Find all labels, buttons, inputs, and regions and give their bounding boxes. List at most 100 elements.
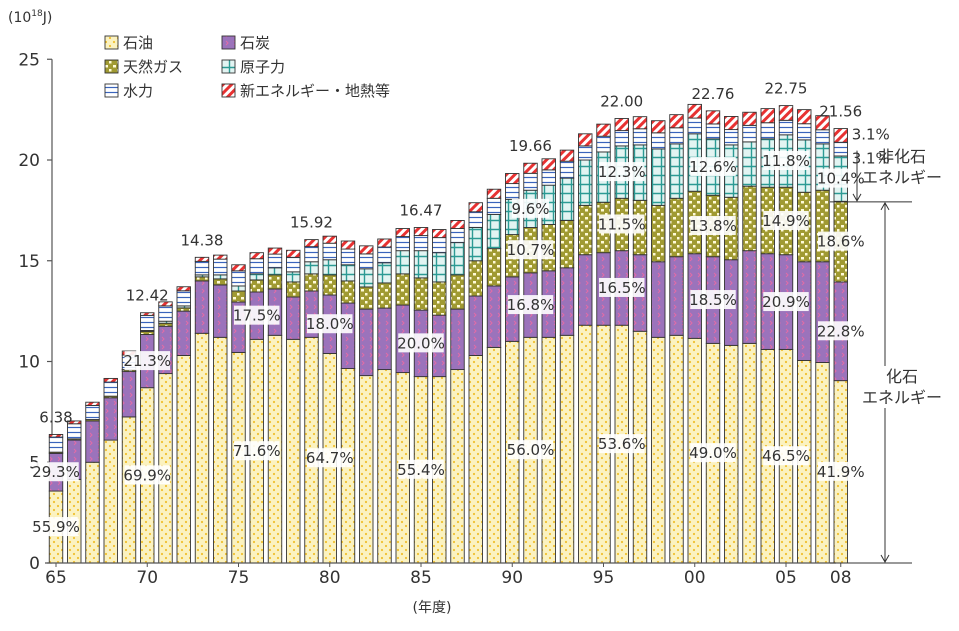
legend-swatch-coal [221,35,236,50]
total-labels: 6.38 12.42 14.38 15.92 16.47 19.66 22.00 22.76 2… [39,80,862,427]
non-fossil-arrow [852,193,862,202]
share-label-nuclear: 11.8% [762,152,810,170]
bar-segment-hydro [413,235,429,252]
y-tick-label: 10 [18,353,40,373]
bar-segment-nuclear [213,274,228,280]
share-label-coal: 21.3% [123,352,171,370]
bar-segment-hydro [322,242,337,261]
share-label-coal: 18.5% [689,291,737,309]
bar-segment-gas [249,279,264,293]
bar-segment-renew [340,240,356,250]
share-label-oil: 64.7% [306,449,354,467]
bar-segment-hydro [669,127,684,145]
bar-segment-renew [778,105,794,121]
bar-segment-gas [413,277,429,311]
bar-segment-renew [669,114,684,129]
bar-segment-renew [395,228,410,238]
bar-segment-renew [304,239,319,248]
bar-segment-hydro [158,305,173,322]
bar-segment-gas [267,274,283,290]
bar-segment-coal [450,308,465,371]
bar-segment-coal [286,296,301,340]
share-label-coal: 20.9% [762,293,810,311]
bar-segment-gas [286,281,301,298]
bar-segment-nuclear [377,262,392,284]
bar-segment-nuclear [450,242,465,276]
bar-segment-gas [815,189,830,263]
bar-segment-renew [377,238,392,248]
y-unit-label: (1018J) [8,9,52,26]
bar-segment-hydro [103,381,118,397]
bar-segment-hydro [614,130,629,147]
bar-segment-coal [377,307,392,371]
bar-segment-renew [158,301,173,307]
share-label-coal: 20.0% [397,334,445,352]
bar-segment-renew [505,173,520,185]
legend-swatch-oil [104,35,119,50]
legend-label-renew: 新エネルギー・地熱等 [240,82,390,100]
legend-label-gas: 天然ガス [123,58,183,76]
bar-segment-hydro [450,228,465,244]
bar-segment-hydro [578,145,593,161]
bar-segment-renew [267,247,283,255]
share-label-oil: 71.6% [233,442,281,460]
share-label-bg [690,157,736,177]
bar-segment-coal [213,284,228,338]
share-label-coal: 16.8% [507,296,555,314]
total-label: 22.76 [692,85,735,103]
bar-segment-hydro [632,128,648,146]
share-label-nuclear: 10.4% [817,170,865,188]
bar-segment-oil [194,332,210,564]
legend-swatch-nuclear [221,59,236,74]
bar-segment-gas [432,281,447,316]
bar-segment-gas [304,273,319,292]
bar-segment-hydro [468,211,483,228]
bar-segment-coal [742,250,757,344]
total-label: 22.75 [765,80,808,98]
share-label-bg [124,465,170,485]
share-label-nuclear: 9.6% [511,200,549,218]
share-label-gas: 18.6% [817,233,865,251]
bar-segment-gas [559,219,575,269]
total-label: 12.42 [126,287,169,305]
x-tick-label: 70 [136,568,158,588]
bar-segment-renew [742,111,757,126]
bar-segment-coal [578,254,593,326]
bar-segment-oil [359,375,374,564]
bar-segment-renew [194,256,210,262]
share-label-bg [763,151,809,171]
share-label-bg [307,448,353,468]
bar-segment-coal [468,295,483,356]
legend-label-oil: 石油 [123,34,153,52]
share-label-bg [690,443,736,463]
bar-segment-coal [85,420,100,463]
bar-segment-coal [797,261,812,361]
bar-segment-nuclear [359,268,374,288]
bar-segment-gas [578,204,593,256]
bar-segment-renew [67,420,82,425]
bar-segment-hydro [340,248,356,266]
bar-segment-renew [468,202,483,213]
share-label-bg [852,148,890,168]
legend-swatch-gas [104,59,119,74]
bar-segment-nuclear [267,267,283,276]
fossil-label: エネルギー [862,388,942,407]
bar-segment-hydro [194,260,210,276]
bar-segment-hydro [85,404,100,420]
bar-segment-renew [651,120,666,134]
bar-segment-hydro [797,123,812,141]
bar-segment-oil [559,334,575,564]
fossil-arrow-up [880,201,890,211]
share-label-gas: 10.7% [507,241,555,259]
bar-segment-hydro [48,436,64,453]
share-label-bg [33,462,79,482]
bar-segment-coal [103,397,118,441]
bar-segment-nuclear [340,264,356,282]
share-label-bg [124,351,170,371]
bar-segment-oil [286,338,301,564]
legend-swatch-hydro [104,83,119,98]
bar-segment-coal [194,280,210,334]
share-label-coal: 22.8% [817,322,865,340]
bar-segment-coal [815,261,830,363]
